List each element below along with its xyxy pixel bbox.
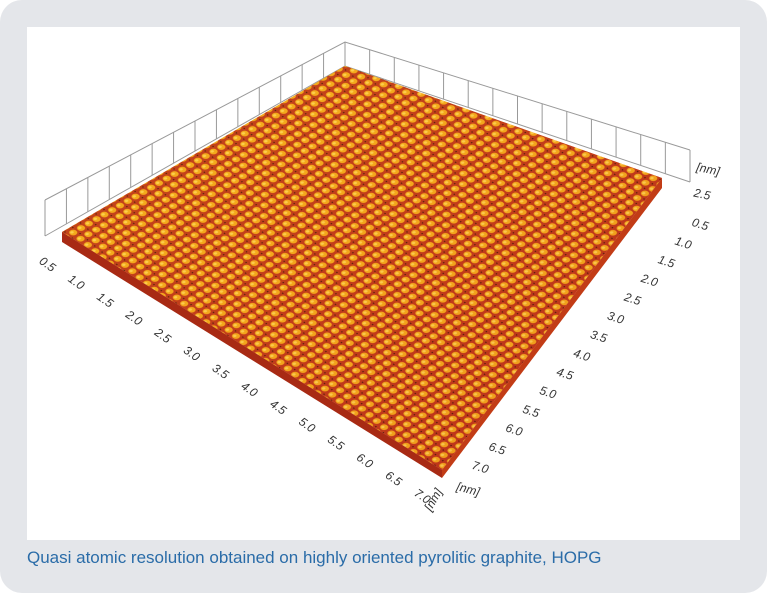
y-tick-label: 2.0 <box>638 271 659 290</box>
y-tick-label: 2.5 <box>622 289 643 308</box>
y-tick-label: 3.5 <box>589 327 610 346</box>
y-tick-label: 0.5 <box>690 215 711 234</box>
y-tick-label: 4.5 <box>555 365 576 384</box>
x-tick-label: 4.0 <box>239 379 261 400</box>
afm-plot: 0.51.01.52.02.53.03.54.04.55.05.56.06.57… <box>0 0 767 593</box>
z-axis-unit: [nm] <box>694 160 721 179</box>
y-tick-label: 1.5 <box>656 252 677 271</box>
figure-card: 0.51.01.52.02.53.03.54.04.55.05.56.06.57… <box>0 0 767 593</box>
y-tick-label: 6.0 <box>504 421 525 440</box>
x-tick-label: 6.5 <box>383 468 405 489</box>
x-tick-label: 5.0 <box>296 414 318 435</box>
x-tick-label: 0.5 <box>37 254 59 275</box>
y-tick-label: 1.0 <box>673 234 694 253</box>
x-tick-label: 6.0 <box>354 450 376 471</box>
y-tick-label: 5.0 <box>538 383 559 402</box>
y-axis-unit: [nm] <box>454 479 482 499</box>
x-tick-label: 3.5 <box>210 361 232 382</box>
x-tick-label: 1.5 <box>94 289 116 310</box>
x-tick-label: 3.0 <box>181 343 203 364</box>
x-tick-label: 4.5 <box>267 397 289 418</box>
x-tick-label: 2.5 <box>151 325 174 347</box>
surface-atoms <box>62 66 662 470</box>
y-tick-label: 7.0 <box>470 458 491 477</box>
y-tick-label: 3.0 <box>606 308 627 327</box>
x-tick-label: 5.5 <box>325 432 347 453</box>
y-tick-label: 4.0 <box>572 346 593 365</box>
x-tick-label: 1.0 <box>65 272 87 293</box>
x-tick-label: 2.0 <box>122 307 145 329</box>
y-tick-label: 5.5 <box>521 402 542 421</box>
z-tick-label: 2.5 <box>692 185 713 202</box>
caption: Quasi atomic resolution obtained on high… <box>27 547 727 569</box>
y-tick-label: 6.5 <box>487 439 508 458</box>
